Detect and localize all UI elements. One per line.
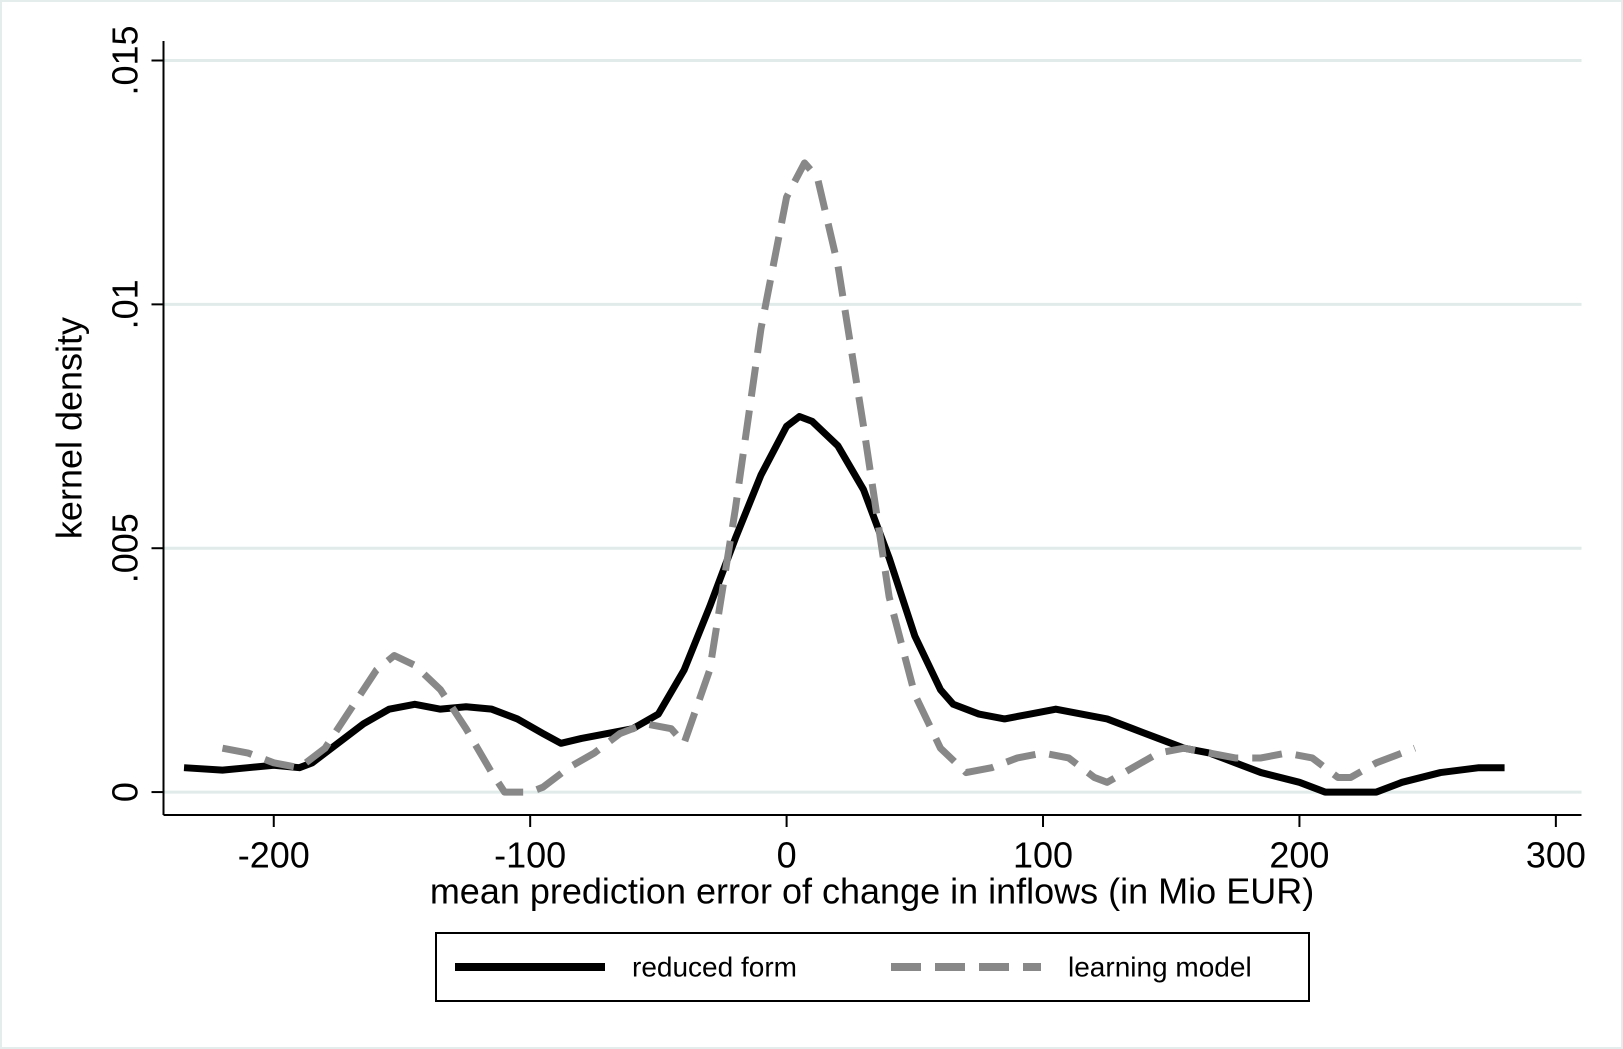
legend-label: reduced form: [632, 951, 797, 982]
x-tick-label: -200: [238, 835, 310, 876]
y-tick-label: .005: [105, 513, 146, 583]
x-tick-label: -100: [494, 835, 566, 876]
y-tick-label: .015: [105, 25, 146, 95]
y-tick-label: 0: [105, 782, 146, 802]
line-series: [221, 159, 1417, 796]
x-tick-label: 0: [777, 835, 797, 876]
line-series: [183, 413, 1505, 796]
x-tick-label: 100: [1013, 835, 1073, 876]
x-tick-label: 200: [1269, 835, 1329, 876]
y-tick-label: .01: [105, 279, 146, 329]
y-axis-label: kernel density: [49, 317, 90, 539]
x-axis-label: mean prediction error of change in inflo…: [430, 871, 1314, 912]
x-tick-label: 300: [1526, 835, 1586, 876]
legend: [435, 932, 1310, 1002]
legend-label: learning model: [1068, 951, 1252, 982]
